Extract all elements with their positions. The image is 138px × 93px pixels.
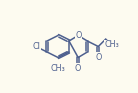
Text: O: O (95, 53, 102, 62)
Text: O: O (75, 64, 81, 73)
Text: Cl: Cl (32, 42, 40, 51)
Text: CH₃: CH₃ (51, 64, 65, 73)
Text: O: O (75, 31, 82, 40)
Text: CH₃: CH₃ (105, 40, 119, 49)
